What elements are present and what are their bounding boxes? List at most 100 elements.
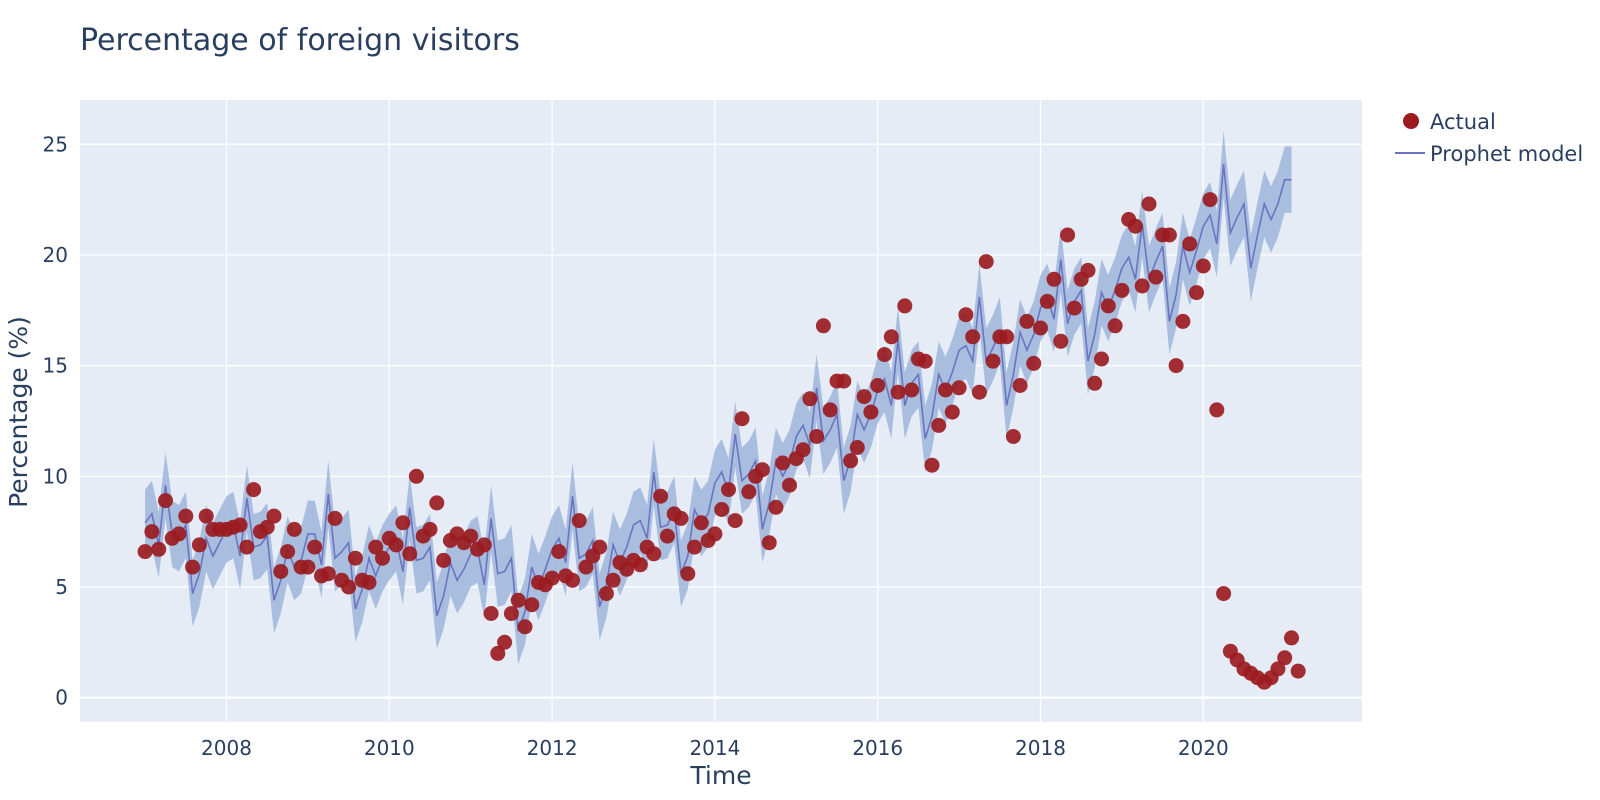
actual-point[interactable]	[843, 453, 859, 469]
actual-point[interactable]	[1114, 282, 1130, 298]
actual-point[interactable]	[185, 559, 201, 575]
actual-point[interactable]	[721, 482, 736, 498]
actual-point[interactable]	[361, 575, 377, 590]
actual-point[interactable]	[524, 597, 540, 613]
actual-point[interactable]	[178, 508, 194, 524]
actual-point[interactable]	[517, 619, 533, 635]
actual-point[interactable]	[158, 493, 173, 509]
actual-point[interactable]	[693, 515, 709, 531]
actual-point[interactable]	[1107, 318, 1123, 334]
actual-point[interactable]	[1033, 320, 1048, 336]
actual-point[interactable]	[598, 586, 614, 602]
actual-point[interactable]	[1168, 358, 1184, 374]
actual-point[interactable]	[510, 592, 526, 608]
actual-point[interactable]	[503, 606, 519, 621]
actual-point[interactable]	[578, 559, 594, 575]
actual-point[interactable]	[659, 528, 675, 544]
actual-point[interactable]	[1019, 313, 1035, 329]
actual-point[interactable]	[971, 384, 987, 400]
actual-point[interactable]	[497, 634, 513, 650]
actual-point[interactable]	[707, 526, 723, 542]
actual-point[interactable]	[1148, 269, 1164, 285]
actual-point[interactable]	[137, 544, 153, 560]
actual-point[interactable]	[429, 495, 445, 511]
actual-point[interactable]	[395, 515, 411, 531]
actual-point[interactable]	[795, 442, 811, 458]
actual-point[interactable]	[673, 510, 689, 526]
actual-point[interactable]	[1202, 192, 1218, 208]
actual-point[interactable]	[1046, 271, 1062, 287]
actual-point[interactable]	[985, 353, 1001, 369]
actual-point[interactable]	[1127, 218, 1143, 234]
legend[interactable]: Actual Prophet model	[1395, 110, 1583, 166]
actual-point[interactable]	[259, 519, 275, 535]
actual-point[interactable]	[727, 513, 743, 529]
actual-point[interactable]	[1209, 402, 1225, 418]
actual-point[interactable]	[802, 391, 818, 407]
actual-point[interactable]	[897, 298, 913, 314]
actual-point[interactable]	[266, 508, 282, 524]
actual-point[interactable]	[368, 539, 384, 555]
actual-point[interactable]	[863, 404, 879, 420]
actual-point[interactable]	[280, 544, 296, 560]
actual-point[interactable]	[347, 550, 363, 566]
actual-point[interactable]	[924, 457, 940, 473]
actual-point[interactable]	[605, 572, 621, 588]
actual-point[interactable]	[1100, 298, 1116, 314]
actual-point[interactable]	[1012, 378, 1028, 393]
actual-point[interactable]	[483, 606, 499, 621]
actual-point[interactable]	[680, 566, 696, 582]
actual-point[interactable]	[978, 254, 994, 270]
actual-point[interactable]	[931, 417, 947, 433]
actual-point[interactable]	[632, 557, 648, 573]
legend-item-prophet-model[interactable]: Prophet model	[1395, 142, 1583, 166]
actual-point[interactable]	[1134, 278, 1150, 294]
actual-point[interactable]	[951, 380, 967, 396]
actual-point[interactable]	[877, 347, 892, 363]
actual-point[interactable]	[754, 462, 770, 478]
actual-point[interactable]	[1182, 236, 1198, 252]
actual-point[interactable]	[286, 521, 302, 537]
actual-point[interactable]	[551, 544, 567, 560]
actual-point[interactable]	[815, 318, 831, 334]
actual-point[interactable]	[341, 579, 357, 595]
actual-point[interactable]	[239, 539, 255, 555]
actual-point[interactable]	[1026, 355, 1042, 371]
actual-point[interactable]	[592, 539, 608, 555]
actual-point[interactable]	[1053, 333, 1069, 349]
actual-point[interactable]	[463, 528, 479, 544]
actual-point[interactable]	[232, 517, 248, 533]
actual-point[interactable]	[171, 526, 187, 542]
actual-point[interactable]	[246, 482, 262, 498]
actual-point[interactable]	[198, 508, 214, 524]
actual-point[interactable]	[1141, 196, 1157, 212]
actual-point[interactable]	[544, 570, 560, 586]
actual-point[interactable]	[1284, 630, 1299, 646]
actual-point[interactable]	[1216, 586, 1232, 602]
actual-point[interactable]	[944, 404, 960, 420]
actual-point[interactable]	[408, 468, 424, 484]
actual-point[interactable]	[375, 550, 390, 566]
actual-point[interactable]	[571, 513, 587, 529]
actual-point[interactable]	[151, 541, 167, 557]
actual-point[interactable]	[1270, 661, 1286, 677]
actual-point[interactable]	[646, 546, 662, 562]
actual-point[interactable]	[1161, 227, 1177, 243]
actual-point[interactable]	[1189, 285, 1204, 301]
actual-point[interactable]	[307, 539, 323, 555]
actual-point[interactable]	[870, 378, 886, 393]
actual-point[interactable]	[856, 389, 872, 405]
actual-point[interactable]	[965, 329, 981, 345]
actual-point[interactable]	[768, 499, 784, 515]
actual-point[interactable]	[1277, 650, 1293, 666]
actual-point[interactable]	[741, 484, 757, 500]
actual-point[interactable]	[565, 572, 580, 588]
actual-point[interactable]	[144, 524, 160, 540]
actual-point[interactable]	[809, 429, 825, 444]
actual-point[interactable]	[436, 552, 452, 568]
actual-point[interactable]	[1005, 429, 1021, 444]
actual-point[interactable]	[938, 382, 953, 398]
actual-point[interactable]	[958, 307, 974, 323]
actual-point[interactable]	[761, 535, 777, 551]
actual-point[interactable]	[1087, 375, 1103, 391]
